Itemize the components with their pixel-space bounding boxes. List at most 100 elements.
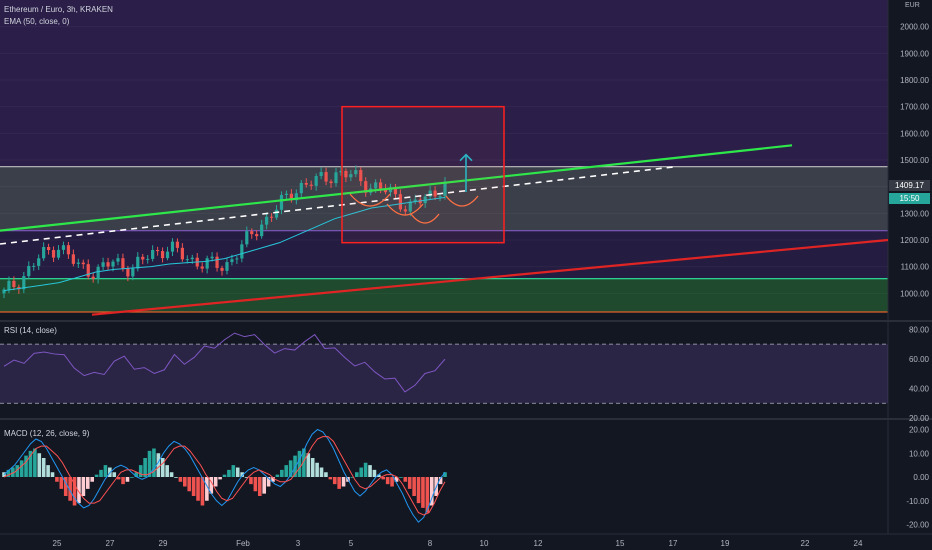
macd-histogram-bar bbox=[174, 477, 178, 478]
macd-legend[interactable]: MACD (12, 26, close, 9) bbox=[4, 429, 90, 438]
candle-body bbox=[170, 241, 175, 252]
candle-body bbox=[265, 216, 269, 225]
macd-histogram-bar bbox=[377, 474, 381, 477]
macd-histogram-bar bbox=[425, 477, 430, 513]
candle-body bbox=[56, 249, 61, 258]
candle-body bbox=[165, 251, 170, 259]
price-tick-label: 1100.00 bbox=[901, 263, 930, 272]
macd-histogram-bar bbox=[138, 465, 143, 477]
macd-histogram-bar bbox=[381, 477, 386, 480]
pattern-arc bbox=[386, 203, 424, 216]
macd-histogram-bar bbox=[271, 477, 275, 482]
macd-histogram-bar bbox=[156, 453, 161, 477]
candle-body bbox=[284, 193, 289, 195]
macd-histogram-bar bbox=[213, 477, 218, 487]
macd-histogram-bar bbox=[50, 472, 55, 477]
candle-body bbox=[354, 170, 358, 175]
time-tick-label: 5 bbox=[349, 539, 354, 548]
candle-body bbox=[324, 172, 328, 182]
candle-body bbox=[309, 184, 313, 186]
candle-body bbox=[146, 258, 150, 260]
macd-histogram-bar bbox=[205, 477, 209, 501]
macd-histogram-bar bbox=[231, 465, 236, 477]
candle-body bbox=[250, 231, 254, 235]
macd-histogram-bar bbox=[41, 458, 46, 477]
macd-histogram-bar bbox=[6, 469, 11, 477]
candle-body bbox=[413, 199, 417, 202]
macd-histogram-bar bbox=[315, 462, 319, 477]
candle-body bbox=[156, 250, 160, 252]
candle-body bbox=[32, 265, 36, 267]
rsi-tick-label: 60.00 bbox=[909, 355, 930, 364]
time-tick-label: 15 bbox=[616, 539, 625, 548]
candle-body bbox=[81, 262, 85, 265]
macd-histogram-bar bbox=[421, 477, 425, 508]
candle-body bbox=[438, 196, 442, 198]
candle-body bbox=[151, 250, 155, 259]
highlight-box bbox=[341, 105, 505, 244]
candle-body bbox=[121, 258, 125, 269]
candle-body bbox=[393, 187, 398, 195]
macd-histogram-bar bbox=[394, 477, 399, 482]
macd-histogram-bar bbox=[284, 465, 289, 477]
candle-body bbox=[86, 264, 90, 277]
candle-body bbox=[383, 188, 388, 193]
pattern-arc bbox=[410, 213, 440, 224]
macd-histogram-bar bbox=[390, 477, 394, 487]
time-tick-label: 27 bbox=[106, 539, 115, 548]
price-tick-label: 1700.00 bbox=[900, 103, 929, 112]
ema-legend[interactable]: EMA (50, close, 0) bbox=[4, 17, 70, 26]
candle-body bbox=[349, 174, 353, 178]
macd-histogram-bar bbox=[275, 474, 280, 477]
zone-green bbox=[0, 278, 888, 312]
macd-histogram-bar bbox=[412, 477, 416, 496]
macd-histogram-bar bbox=[319, 467, 324, 477]
candle-body bbox=[260, 224, 264, 237]
price-tick-label: 1300.00 bbox=[900, 209, 929, 218]
macd-histogram-bar bbox=[443, 472, 447, 477]
macd-histogram-bar bbox=[68, 477, 72, 501]
candle-body bbox=[27, 266, 31, 277]
candle-body bbox=[329, 181, 333, 184]
price-tick-label: 1500.00 bbox=[900, 156, 929, 165]
macd-histogram-bar bbox=[196, 477, 200, 501]
rsi-tick-label: 40.00 bbox=[909, 384, 930, 393]
time-tick-label: 8 bbox=[428, 539, 433, 548]
rsi-tick-label: 20.00 bbox=[909, 414, 930, 423]
macd-histogram-bar bbox=[143, 458, 147, 477]
candle-body bbox=[51, 250, 56, 258]
macd-histogram-bar bbox=[94, 474, 99, 477]
macd-histogram-bar bbox=[116, 477, 121, 480]
candle-body bbox=[255, 234, 259, 237]
macd-histogram-bar bbox=[147, 450, 152, 477]
macd-histogram-bar bbox=[112, 472, 117, 477]
rsi-legend[interactable]: RSI (14, close) bbox=[4, 326, 57, 335]
macd-histogram-bar bbox=[244, 477, 249, 478]
macd-histogram-bar bbox=[240, 472, 244, 477]
candle-body bbox=[136, 256, 140, 269]
macd-histogram-bar bbox=[227, 469, 231, 477]
macd-histogram-bar bbox=[28, 450, 33, 477]
macd-tick-label: 0.00 bbox=[913, 473, 929, 482]
candle-body bbox=[240, 244, 244, 259]
macd-histogram-bar bbox=[235, 467, 240, 477]
symbol-title[interactable]: Ethereum / Euro, 3h, KRAKEN bbox=[4, 5, 113, 14]
candle-body bbox=[428, 190, 432, 197]
price-tick-label: 1800.00 bbox=[900, 76, 929, 85]
macd-histogram-bar bbox=[77, 477, 81, 504]
zone-gray-range bbox=[0, 166, 888, 231]
candle-body bbox=[131, 268, 135, 277]
macd-histogram-bar bbox=[103, 465, 108, 477]
macd-histogram-bar bbox=[59, 477, 64, 489]
macd-histogram-bar bbox=[407, 477, 412, 489]
macd-histogram-bar bbox=[262, 477, 266, 494]
macd-histogram-bar bbox=[200, 477, 205, 506]
candle-body bbox=[22, 276, 26, 290]
time-tick-label: 25 bbox=[53, 539, 62, 548]
macd-histogram-bar bbox=[359, 467, 364, 477]
rsi-line bbox=[3, 332, 446, 393]
macd-histogram-bar bbox=[429, 477, 434, 506]
macd-histogram-bar bbox=[165, 465, 169, 477]
candle-body bbox=[101, 262, 105, 267]
